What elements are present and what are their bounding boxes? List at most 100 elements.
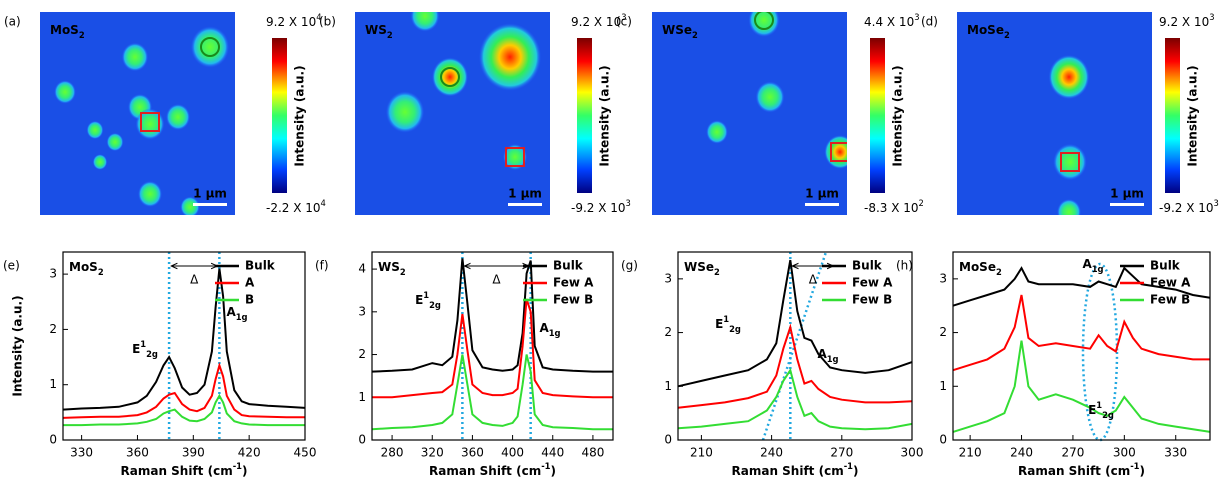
raman-map: [957, 12, 1152, 215]
text-part: -8.3 X 10: [864, 201, 919, 215]
plot-frame: [62, 251, 306, 441]
peak-label: A1g: [226, 305, 247, 322]
map-spot: [410, 12, 440, 32]
colorbar: [870, 38, 885, 193]
scale-bar: [1110, 203, 1144, 206]
map-spot: [503, 144, 527, 170]
region-marker: [505, 147, 525, 167]
superscript: 3: [626, 198, 631, 208]
x-tick-label: 390: [182, 446, 205, 460]
peak-label: E12g: [132, 339, 158, 359]
spectrum-line: [952, 340, 1211, 433]
x-axis-label: Raman Shift (cm-1): [429, 461, 556, 478]
superscript: 4: [321, 198, 326, 208]
colorbar-max: 9.2 X 103: [1159, 12, 1215, 29]
peak-label: E12g: [715, 314, 741, 334]
spot-marker: [200, 37, 220, 57]
colorbar-label: Intensity (a.u.): [598, 65, 612, 166]
subscript: 1g: [236, 312, 248, 322]
subscript: 2g: [729, 324, 741, 334]
scale-label: 1 μm: [805, 187, 839, 201]
subscript: 2: [79, 30, 85, 40]
text-part: A: [817, 347, 827, 361]
colorbar-max: 9.2 X 103: [571, 12, 627, 29]
x-tick-label: 240: [760, 446, 783, 460]
y-axis-label: Intensity (a.u.): [11, 295, 25, 396]
text-part: Raman Shift (cm: [429, 464, 541, 478]
scale-label: 1 μm: [193, 187, 227, 201]
subscript: 2: [98, 267, 104, 277]
map-background: [652, 12, 847, 215]
spectrum-line: [371, 258, 613, 373]
peak-label: A1g: [539, 321, 560, 338]
map-spot: [180, 196, 200, 215]
subscript: 2g: [1102, 410, 1114, 420]
y-tick-label: 3: [939, 271, 947, 285]
x-tick-label: 400: [501, 446, 524, 460]
map-spot: [748, 12, 780, 37]
region-marker: [1060, 152, 1080, 172]
panel-label: (g): [621, 259, 638, 273]
subscript: 1g: [549, 328, 561, 338]
subscript: 1g: [827, 354, 839, 364]
colorbar-label: Intensity (a.u.): [1186, 65, 1200, 166]
superscript: -1: [1130, 461, 1139, 471]
text-part: -9.2 X 10: [1159, 201, 1214, 215]
map-spot: [706, 120, 728, 144]
map-spot: [106, 132, 124, 152]
map-title: WS2: [365, 23, 393, 40]
plot-frame: [371, 251, 614, 441]
map-spot: [92, 154, 108, 170]
map-spot: [755, 81, 785, 113]
text-part: E: [415, 293, 423, 307]
colorbar-label: Intensity (a.u.): [293, 65, 307, 166]
map-spot: [1048, 54, 1090, 100]
y-tick-label: 3: [664, 271, 672, 285]
superscript: 1: [1096, 400, 1102, 410]
colorbar: [577, 38, 592, 193]
scale-bar: [508, 203, 542, 206]
legend-label: Bulk: [553, 259, 584, 273]
spectrum-line: [952, 266, 1211, 307]
superscript: 3: [1214, 198, 1219, 208]
scale-bar: [193, 203, 227, 206]
spot-marker: [440, 67, 460, 87]
map-spot: [54, 80, 76, 104]
subscript: 2: [387, 30, 393, 40]
peak-label: E12g: [1088, 400, 1114, 420]
x-tick-label: 210: [690, 446, 713, 460]
text-part: ): [1140, 464, 1145, 478]
x-tick-label: 300: [1113, 446, 1136, 460]
map-spot: [166, 104, 190, 130]
map-spot: [824, 135, 847, 169]
panel-label: (b): [319, 15, 336, 29]
y-tick-label: 3: [358, 304, 366, 318]
text-part: -2.2 X 10: [266, 201, 321, 215]
legend-label: Few B: [553, 293, 593, 307]
subscript: 1g: [1092, 264, 1104, 274]
colorbar-min: -8.3 X 102: [864, 198, 924, 215]
plot-frame: [677, 251, 913, 441]
x-tick-label: 360: [461, 446, 484, 460]
legend-label: Few B: [1150, 293, 1190, 307]
superscript: 1: [140, 339, 146, 349]
spectrum-line: [62, 361, 305, 419]
text-part: WS: [365, 23, 387, 37]
map-spot: [190, 26, 230, 68]
superscript: 1: [723, 314, 729, 324]
superscript: -1: [844, 461, 853, 471]
spectrum-line: [677, 323, 913, 409]
panel-label: (a): [4, 15, 21, 29]
chart-title: WS2: [378, 260, 406, 277]
y-tick-label: 1: [49, 377, 57, 391]
text-part: A: [226, 305, 236, 319]
legend-label: B: [245, 293, 254, 307]
map-title: MoSe2: [967, 23, 1010, 40]
text-part: A: [539, 321, 549, 335]
chart-title: MoS2: [69, 260, 104, 277]
y-tick-label: 3: [49, 267, 57, 281]
superscript: 3: [1209, 12, 1214, 22]
superscript: 4: [316, 12, 321, 22]
text-part: WS: [378, 260, 400, 274]
x-tick-label: 330: [70, 446, 93, 460]
